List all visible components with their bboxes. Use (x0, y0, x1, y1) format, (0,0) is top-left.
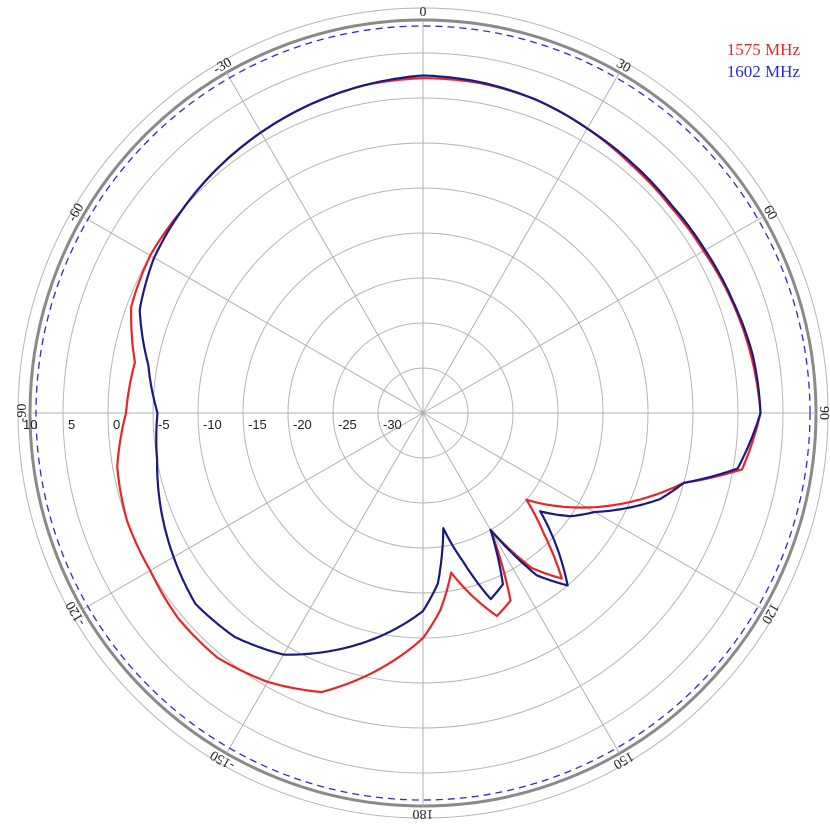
angle-tick-label: 180 (413, 806, 434, 821)
radial-tick-label: -30 (383, 417, 402, 432)
angle-tick-label: 90 (816, 406, 830, 420)
radial-tick-label: -10 (203, 417, 222, 432)
grid-ring (152, 142, 694, 684)
grid-ring (107, 97, 739, 729)
radial-tick-label: -20 (293, 417, 312, 432)
legend-item-1575: 1575 MHz (727, 40, 801, 59)
polar-grid (17, 7, 829, 819)
angle-tick-label: 0 (420, 5, 427, 20)
radial-tick-label: 0 (113, 417, 120, 432)
legend: 1575 MHz 1602 MHz (727, 40, 801, 81)
angle-tick-label: -90 (15, 404, 30, 423)
angle-tick-label: 30 (613, 56, 633, 76)
radial-tick-label: 5 (68, 417, 75, 432)
radial-tick-label: -5 (158, 417, 170, 432)
spoke-line (82, 216, 424, 414)
grid-ring (62, 52, 784, 774)
spoke-line (226, 412, 424, 754)
angle-tick-label: 150 (610, 748, 636, 771)
spoke-line (422, 72, 620, 414)
series-line-1602-mhz (138, 74, 762, 656)
grid-ring (17, 7, 829, 819)
legend-item-1602: 1602 MHz (727, 62, 801, 81)
spoke-line (422, 216, 764, 414)
radial-tick-label: -15 (248, 417, 267, 432)
angle-tick-label: -30 (211, 55, 235, 77)
grid-ring (242, 232, 604, 594)
grid-ring (332, 322, 514, 504)
angle-tick-label: 120 (758, 600, 781, 626)
spoke-line (226, 72, 424, 414)
grid-ring (377, 367, 469, 459)
radial-tick-label: 10 (23, 417, 37, 432)
series-lines (116, 74, 762, 694)
spoke-line (82, 412, 424, 610)
grid-ring (287, 277, 559, 549)
angle-tick-label: -60 (65, 201, 87, 225)
angle-tick-label: 60 (760, 203, 780, 223)
series-line-1575-mhz (116, 77, 762, 694)
radial-tick-label: -25 (338, 417, 357, 432)
spoke-line (422, 412, 620, 754)
reference-ring (35, 25, 811, 801)
